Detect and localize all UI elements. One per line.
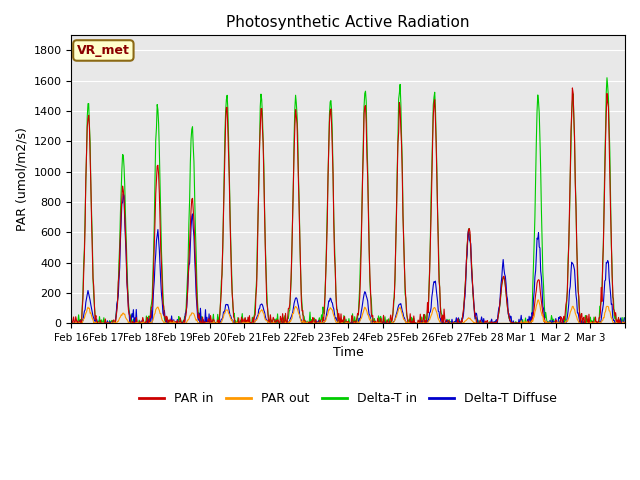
Y-axis label: PAR (umol/m2/s): PAR (umol/m2/s) <box>15 128 28 231</box>
Text: VR_met: VR_met <box>77 44 130 57</box>
X-axis label: Time: Time <box>333 346 364 359</box>
Title: Photosynthetic Active Radiation: Photosynthetic Active Radiation <box>227 15 470 30</box>
Legend: PAR in, PAR out, Delta-T in, Delta-T Diffuse: PAR in, PAR out, Delta-T in, Delta-T Dif… <box>134 387 563 410</box>
